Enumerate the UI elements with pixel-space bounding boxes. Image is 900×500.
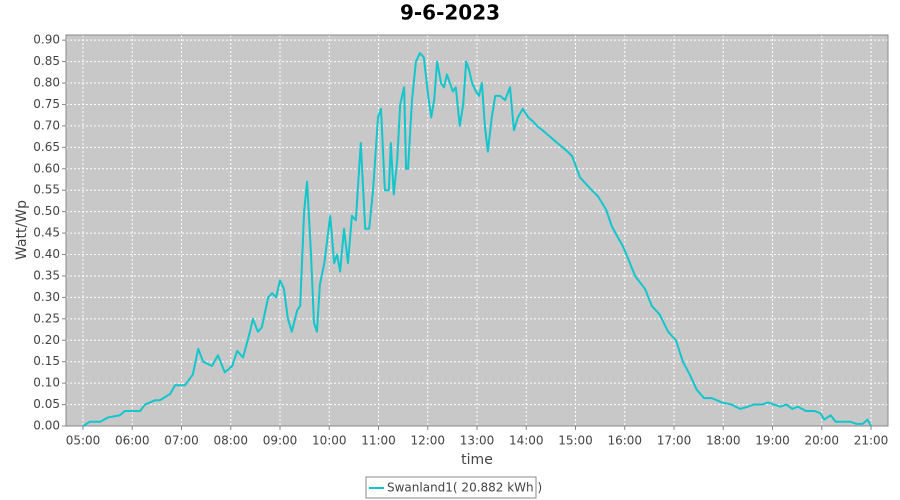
y-tick-label: 0.00 — [33, 419, 60, 433]
x-tick-label: 13:00 — [460, 434, 495, 448]
y-tick-label: 0.50 — [33, 204, 60, 218]
y-axis-label: Watt/Wp — [14, 200, 30, 260]
x-tick-label: 17:00 — [657, 434, 692, 448]
y-tick-label: 0.20 — [33, 333, 60, 347]
legend-box — [365, 476, 537, 499]
x-tick-label: 16:00 — [607, 434, 642, 448]
y-tick-label: 0.85 — [33, 54, 60, 68]
x-tick-label: 14:00 — [509, 434, 544, 448]
y-tick-label: 0.25 — [33, 311, 60, 325]
x-tick-label: 21:00 — [854, 434, 889, 448]
y-tick-label: 0.15 — [33, 354, 60, 368]
series-line — [82, 52, 872, 427]
x-tick-label: 05:00 — [66, 434, 101, 448]
y-tick-label: 0.30 — [33, 290, 60, 304]
x-tick-label: 11:00 — [361, 434, 396, 448]
y-tick-label: 0.45 — [33, 226, 60, 240]
y-tick-label: 0.90 — [33, 33, 60, 47]
chart-title: 9-6-2023 — [400, 1, 500, 25]
y-tick-label: 0.75 — [33, 97, 60, 111]
x-tick-label: 07:00 — [164, 434, 199, 448]
y-tick-label: 0.60 — [33, 161, 60, 175]
x-tick-label: 18:00 — [706, 434, 741, 448]
y-tick-label: 0.80 — [33, 76, 60, 90]
y-tick-label: 0.05 — [33, 397, 60, 411]
x-tick-label: 10:00 — [312, 434, 347, 448]
x-tick-label: 09:00 — [263, 434, 298, 448]
x-tick-label: 15:00 — [558, 434, 593, 448]
x-axis-label: time — [461, 452, 493, 468]
plot-border — [65, 34, 889, 427]
x-tick-label: 20:00 — [804, 434, 839, 448]
y-tick-label: 0.10 — [33, 376, 60, 390]
y-tick-label: 0.35 — [33, 268, 60, 282]
legend-label: Swanland1( 20.882 kWh ) — [387, 481, 542, 495]
x-tick-label: 08:00 — [213, 434, 248, 448]
x-tick-label: 19:00 — [755, 434, 790, 448]
y-tick-label: 0.70 — [33, 118, 60, 132]
y-tick-label: 0.65 — [33, 140, 60, 154]
y-tick-label: 0.55 — [33, 183, 60, 197]
x-tick-label: 12:00 — [410, 434, 445, 448]
x-tick-label: 06:00 — [115, 434, 150, 448]
y-tick-label: 0.40 — [33, 247, 60, 261]
